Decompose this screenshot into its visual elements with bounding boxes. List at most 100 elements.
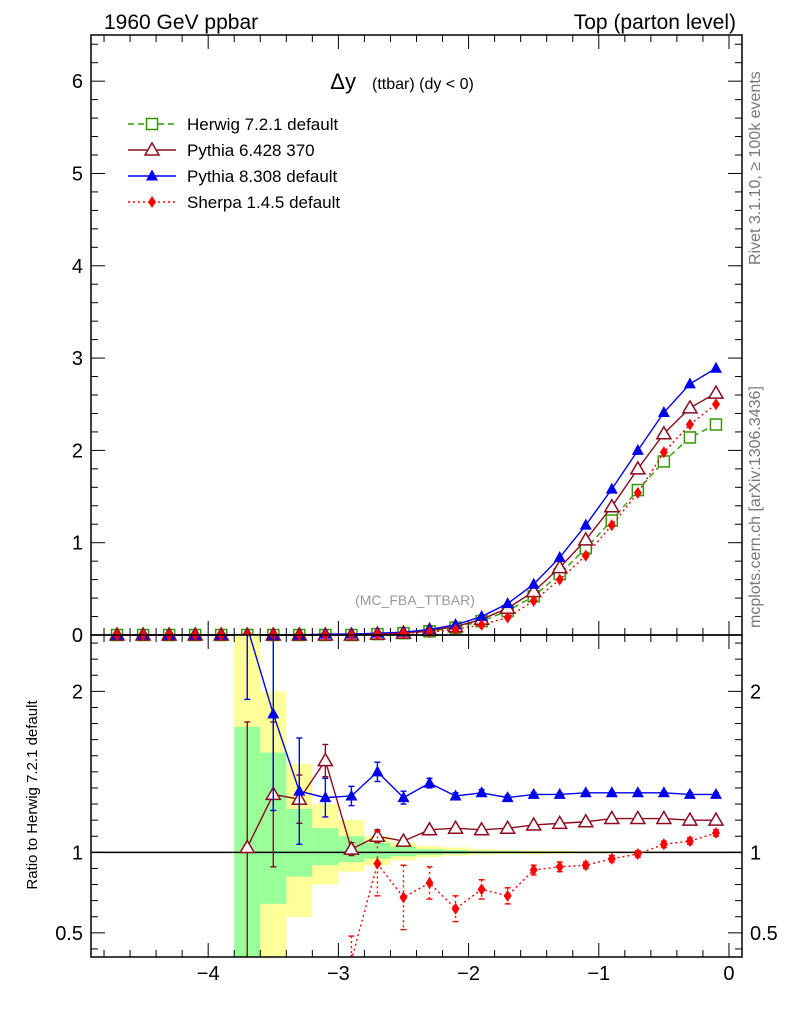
uncertainty-band-green xyxy=(364,842,391,859)
data-point xyxy=(685,418,694,431)
ratio-point xyxy=(657,786,670,798)
ratio-point xyxy=(238,839,256,854)
ratio-point xyxy=(631,786,644,798)
ratio-y-tick-label: 0.5 xyxy=(55,923,83,945)
data-point xyxy=(605,482,618,494)
ratio-point xyxy=(425,876,434,889)
legend-label: Sherpa 1.4.5 default xyxy=(187,193,340,212)
ratio-point xyxy=(681,811,699,826)
main-y-tick-label: 2 xyxy=(72,440,83,462)
ratio-point xyxy=(685,835,694,848)
data-point xyxy=(681,399,699,414)
header-right: Top (parton level) xyxy=(574,11,736,34)
data-point xyxy=(629,460,647,475)
ratio-point xyxy=(293,784,306,796)
data-point xyxy=(709,418,723,431)
ratio-point xyxy=(473,821,490,836)
ratio-y-tick-label: 2 xyxy=(72,681,83,703)
legend-item: Herwig 7.2.1 default xyxy=(128,115,338,134)
data-point xyxy=(631,443,644,455)
main-y-tick-label: 3 xyxy=(72,348,83,370)
ratio-point xyxy=(503,889,512,902)
data-point xyxy=(655,425,673,440)
ratio-point xyxy=(577,813,595,828)
data-point xyxy=(709,361,722,373)
legend-marker xyxy=(146,169,158,181)
ratio-y-tick-label: 1 xyxy=(72,842,83,864)
main-y-tick-label: 4 xyxy=(72,256,83,278)
ratio-point xyxy=(605,786,618,798)
legend: Herwig 7.2.1 default Pythia 6.428 370 Pyth… xyxy=(128,115,340,212)
data-point xyxy=(603,498,621,513)
ratio-point xyxy=(579,786,592,798)
ratio-point xyxy=(397,791,410,803)
ratio-y-axis-label: Ratio to Herwig 7.2.1 default xyxy=(24,700,41,890)
data-point xyxy=(707,384,725,399)
data-point xyxy=(477,618,486,631)
ratio-point xyxy=(529,864,538,877)
legend-marker xyxy=(148,196,156,208)
legend-item: Pythia 8.308 default xyxy=(128,167,338,186)
data-point xyxy=(579,518,592,530)
ratio-point xyxy=(659,838,668,851)
data-point xyxy=(451,623,460,636)
main-y-tick-label: 5 xyxy=(72,163,83,185)
legend-item: Pythia 6.428 370 xyxy=(128,141,315,160)
ratio-series-pythia-8-308-default xyxy=(244,635,722,845)
data-point xyxy=(711,398,720,411)
ratio-point xyxy=(373,857,382,870)
uncertainty-band-green xyxy=(390,846,417,857)
data-point xyxy=(657,406,670,418)
main-y-tick-label: 6 xyxy=(72,71,83,93)
ratio-point xyxy=(525,816,542,831)
ratio-point xyxy=(501,791,514,803)
ratio-frame xyxy=(90,634,743,958)
data-point xyxy=(683,377,696,389)
data-point xyxy=(555,573,564,586)
analysis-label: (MC_FBA_TTBAR) xyxy=(355,592,475,608)
ratio-point xyxy=(447,819,464,834)
data-point xyxy=(399,627,408,640)
data-point xyxy=(581,549,590,562)
ratio-point xyxy=(499,819,516,834)
legend-marker xyxy=(145,117,159,131)
ratio-point xyxy=(371,765,384,777)
data-point xyxy=(553,550,566,562)
header-left: 1960 GeV ppbar xyxy=(104,11,258,34)
legend-marker xyxy=(143,141,161,156)
x-tick-label: 0 xyxy=(723,963,734,985)
ratio-point xyxy=(607,852,616,865)
main-y-tick-label: 0 xyxy=(72,625,83,647)
ratio-point xyxy=(553,787,566,799)
ratio-y-tick-label-right: 2 xyxy=(750,681,761,703)
data-point xyxy=(551,559,569,574)
data-point xyxy=(501,597,514,609)
ratio-point xyxy=(475,786,488,798)
series-sherpa-1-4-5-default xyxy=(113,398,720,641)
ratio-point xyxy=(369,827,386,842)
main-y-tick-label: 1 xyxy=(72,533,83,555)
ratio-point xyxy=(395,832,412,847)
legend-item: Sherpa 1.4.5 default xyxy=(128,193,340,212)
data-point xyxy=(475,610,488,622)
data-point xyxy=(503,611,512,624)
ratio-point xyxy=(267,707,280,719)
ratio-point xyxy=(477,883,486,896)
ratio-point xyxy=(655,810,673,825)
plot-title-main: Δy xyxy=(330,69,356,94)
ratio-point xyxy=(707,811,725,826)
x-tick-label: −1 xyxy=(587,963,610,985)
plot-title-sub: (ttbar) (dy < 0) xyxy=(372,76,474,93)
legend-label: Pythia 8.308 default xyxy=(187,167,338,186)
ratio-content xyxy=(91,635,742,957)
ratio-point xyxy=(343,840,360,855)
uncertainty-band-green xyxy=(312,828,339,866)
ratio-point xyxy=(317,752,334,767)
ratio-y-tick-label-right: 1 xyxy=(750,842,761,864)
x-tick-label: −2 xyxy=(457,963,480,985)
legend-label: Herwig 7.2.1 default xyxy=(187,115,338,134)
x-tick-label: −4 xyxy=(197,963,220,985)
ratio-point xyxy=(451,902,460,915)
data-point xyxy=(633,486,642,499)
data-point xyxy=(683,431,697,444)
